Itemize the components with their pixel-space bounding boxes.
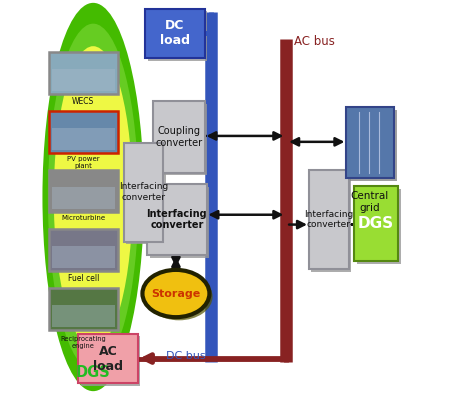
Text: DGS: DGS (76, 365, 110, 380)
Text: Storage: Storage (151, 288, 201, 299)
FancyBboxPatch shape (311, 173, 351, 272)
FancyBboxPatch shape (52, 187, 115, 209)
FancyBboxPatch shape (52, 305, 115, 327)
FancyBboxPatch shape (78, 334, 138, 383)
Text: AC bus: AC bus (294, 35, 335, 48)
Text: AC
load: AC load (93, 344, 123, 373)
FancyBboxPatch shape (81, 336, 140, 386)
Text: DC
load: DC load (160, 19, 190, 48)
FancyBboxPatch shape (346, 107, 394, 178)
Ellipse shape (146, 273, 212, 320)
Ellipse shape (54, 46, 133, 348)
Text: Interfacing
converter: Interfacing converter (146, 209, 207, 230)
FancyBboxPatch shape (153, 101, 205, 173)
FancyBboxPatch shape (49, 288, 118, 330)
Ellipse shape (43, 3, 144, 391)
Text: Reciprocating
engine: Reciprocating engine (61, 336, 106, 349)
Ellipse shape (143, 270, 210, 317)
Text: WECS: WECS (72, 97, 94, 106)
Text: PV power
plant: PV power plant (67, 156, 100, 169)
Text: Coupling
converter: Coupling converter (155, 126, 202, 148)
Text: Interfacing
converter: Interfacing converter (304, 210, 353, 229)
FancyBboxPatch shape (52, 246, 115, 268)
FancyBboxPatch shape (52, 69, 115, 91)
FancyBboxPatch shape (49, 52, 118, 94)
Text: Microturbine: Microturbine (61, 215, 105, 221)
FancyBboxPatch shape (49, 229, 118, 271)
Text: Fuel cell: Fuel cell (68, 274, 99, 283)
FancyBboxPatch shape (148, 11, 208, 61)
FancyBboxPatch shape (49, 111, 118, 153)
FancyBboxPatch shape (156, 104, 208, 175)
FancyBboxPatch shape (49, 170, 118, 212)
FancyBboxPatch shape (150, 187, 210, 258)
FancyBboxPatch shape (52, 128, 115, 150)
Ellipse shape (48, 24, 138, 370)
FancyBboxPatch shape (147, 184, 207, 255)
FancyBboxPatch shape (349, 110, 397, 181)
Text: Interfacing
converter: Interfacing converter (119, 182, 168, 202)
FancyBboxPatch shape (309, 170, 348, 269)
Text: DC bus: DC bus (166, 351, 206, 361)
FancyBboxPatch shape (126, 145, 166, 244)
FancyBboxPatch shape (354, 186, 398, 261)
FancyBboxPatch shape (357, 189, 401, 264)
Text: Central
grid: Central grid (351, 191, 389, 213)
FancyBboxPatch shape (145, 9, 205, 58)
FancyBboxPatch shape (124, 143, 164, 242)
Text: DGS: DGS (358, 216, 394, 231)
